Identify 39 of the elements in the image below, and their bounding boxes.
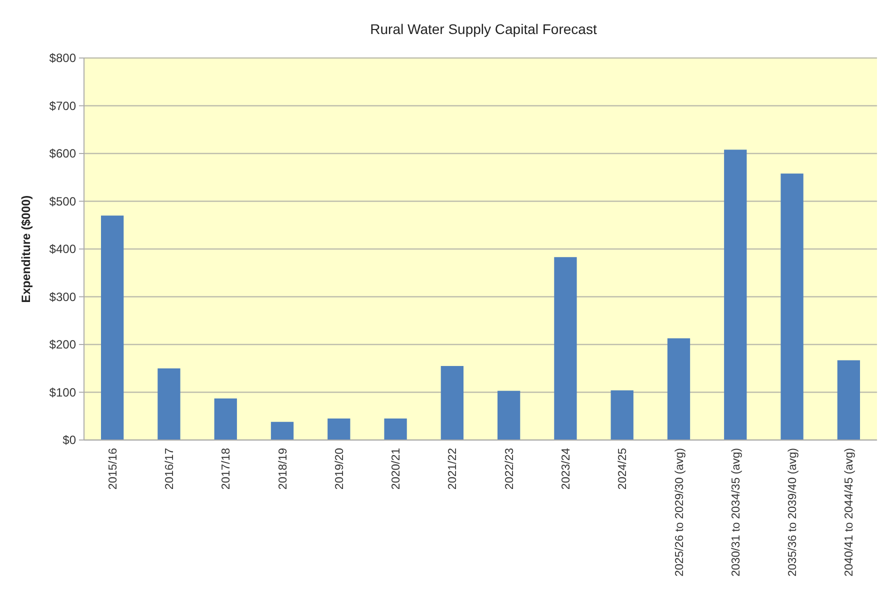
x-tick-label: 2019/20 [334, 448, 346, 490]
x-tick-label: 2018/19 [277, 448, 290, 490]
chart-title: Rural Water Supply Capital Forecast [370, 21, 597, 37]
x-tick-label: 2035/36 to 2039/40 (avg) [787, 448, 800, 577]
x-tick-label: 2040/41 to 2044/45 (avg) [844, 448, 856, 577]
y-tick-label: $100 [49, 385, 76, 400]
x-tick-label: 2024/25 [617, 448, 630, 490]
y-axis-title: Expenditure ($000) [19, 195, 33, 303]
x-tick-label: 2017/18 [220, 448, 233, 490]
bar [837, 360, 860, 440]
x-tick-label: 2021/22 [447, 448, 460, 490]
x-tick-label: 2016/17 [164, 448, 176, 490]
bar [100, 216, 124, 440]
y-tick-label: $0 [62, 433, 76, 448]
y-tick-label: $800 [49, 51, 76, 66]
bar [384, 418, 407, 440]
y-tick-label: $700 [49, 98, 76, 113]
x-tick-label: 2023/24 [560, 447, 572, 490]
bar [158, 368, 180, 440]
x-tick-label: 2015/16 [107, 448, 120, 490]
x-tick-label: 2022/23 [504, 448, 516, 490]
x-tick-label: 2030/31 to 2034/35 (avg) [730, 448, 742, 577]
y-tick-label: $400 [49, 242, 76, 256]
y-tick-label: $500 [49, 194, 76, 208]
y-tick-label: $600 [49, 146, 76, 161]
bar [270, 422, 294, 440]
bar [554, 257, 577, 440]
x-tick-label: 2020/21 [390, 448, 403, 490]
x-tick-label: 2025/26 to 2029/30 (avg) [674, 448, 686, 577]
bar [328, 418, 350, 440]
bar [440, 366, 464, 440]
bar [780, 174, 804, 440]
y-tick-label: $300 [49, 290, 76, 304]
bar [497, 390, 520, 440]
bar [214, 398, 237, 440]
y-tick-label: $200 [49, 338, 76, 352]
bar [610, 390, 634, 440]
bar [667, 338, 690, 440]
bar [724, 150, 747, 440]
